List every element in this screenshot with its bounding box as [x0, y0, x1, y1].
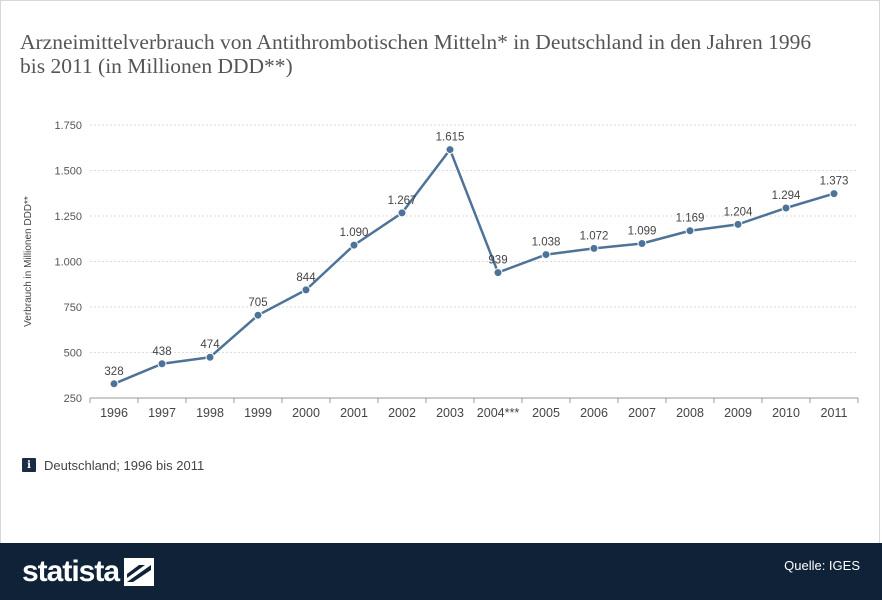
x-tick-label: 2005	[532, 406, 560, 420]
data-point	[493, 268, 503, 278]
data-label: 1.615	[436, 132, 465, 144]
x-tick-label: 2001	[340, 406, 368, 420]
data-point	[733, 219, 743, 229]
x-tick-label: 2003	[436, 406, 464, 420]
data-point	[253, 310, 263, 320]
x-tick-label: 2008	[676, 406, 704, 420]
y-tick-label: 250	[64, 393, 82, 405]
y-tick-label: 1.250	[54, 211, 82, 223]
x-tick-label: 2006	[580, 406, 608, 420]
data-label: 1.099	[628, 225, 657, 237]
data-point	[301, 285, 311, 295]
info-text: Deutschland; 1996 bis 2011	[44, 457, 205, 473]
x-tick-label: 2002	[388, 406, 416, 420]
info-icon[interactable]: i	[22, 458, 36, 472]
x-tick-label: 1996	[100, 406, 128, 420]
data-point	[445, 145, 455, 155]
data-label: 1.267	[388, 195, 417, 207]
data-point	[829, 189, 839, 199]
chart-title: Arzneimittelverbrauch von Antithrombotis…	[20, 30, 812, 78]
data-point	[205, 352, 215, 362]
data-point	[157, 359, 167, 369]
data-label: 1.294	[772, 190, 801, 202]
data-point	[541, 250, 551, 260]
brand-name: statista	[22, 555, 120, 588]
data-point	[397, 208, 407, 218]
data-point	[589, 243, 599, 253]
data-label: 1.204	[724, 206, 753, 218]
y-tick-label: 1.750	[54, 120, 82, 132]
x-tick-label: 1998	[196, 406, 224, 420]
x-tick-label: 2011	[821, 406, 848, 420]
x-tick-label: 1999	[244, 406, 272, 420]
data-label: 438	[152, 346, 171, 358]
x-tick-label: 2009	[724, 406, 752, 420]
data-label: 1.169	[676, 213, 705, 225]
data-label: 705	[248, 297, 267, 309]
series-line	[113, 148, 835, 385]
y-tick-label: 1.500	[54, 166, 82, 178]
x-tick-label: 1997	[148, 406, 176, 420]
x-tick-label: 2004***	[477, 406, 520, 420]
data-point	[349, 240, 359, 250]
x-tick-label: 2000	[292, 406, 320, 420]
y-tick-label: 750	[64, 302, 82, 314]
info-note[interactable]: i Deutschland; 1996 bis 2011	[22, 457, 204, 473]
y-tick-label: 500	[64, 348, 82, 360]
data-label: 1.090	[340, 227, 369, 239]
statista-mark-icon	[124, 558, 155, 586]
data-label: 939	[488, 255, 507, 267]
statista-logo[interactable]: statista	[22, 555, 155, 589]
data-point	[109, 379, 119, 389]
footer-bar: statista Quelle: IGES	[0, 543, 882, 600]
source-label: Quelle: IGES	[784, 558, 860, 573]
data-label: 1.038	[532, 237, 561, 249]
data-label: 474	[200, 339, 220, 351]
data-point	[781, 203, 791, 213]
data-label: 1.373	[820, 176, 849, 188]
x-tick-label: 2007	[628, 406, 656, 420]
x-tick-label: 2010	[772, 406, 800, 420]
data-label: 844	[296, 272, 316, 284]
data-label: 1.072	[580, 230, 609, 242]
y-axis-title: Verbrauch in Millionen DDD**	[23, 196, 34, 327]
data-label: 328	[104, 366, 123, 378]
y-tick-label: 1.000	[54, 257, 82, 269]
line-chart: 250 500 750 1.000 1.250 1.500 1.750 1996 1997 199…	[23, 120, 859, 420]
data-point	[685, 226, 695, 236]
data-point	[637, 238, 647, 248]
